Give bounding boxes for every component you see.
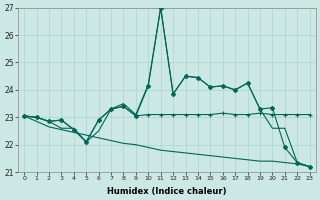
X-axis label: Humidex (Indice chaleur): Humidex (Indice chaleur) <box>107 187 227 196</box>
